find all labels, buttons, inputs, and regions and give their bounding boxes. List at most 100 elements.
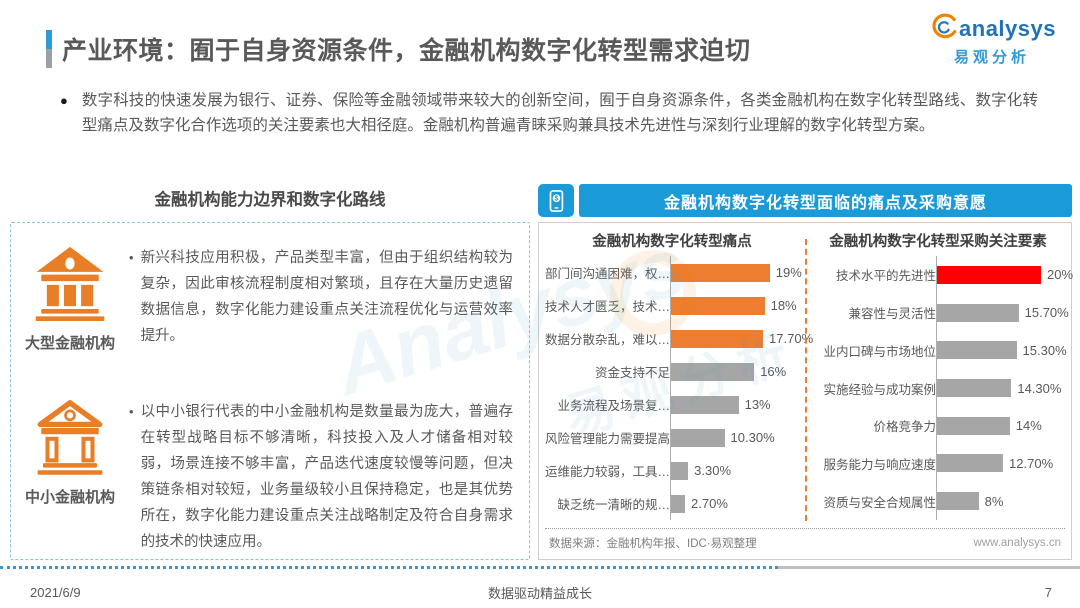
bar: [671, 362, 755, 381]
chart-row: 运维能力较弱，工具… 3.30%: [543, 454, 803, 487]
bank-large-icon: [32, 245, 108, 326]
chart-row: 部门间沟通困难，权… 19%: [543, 256, 803, 289]
mobile-payment-icon: $: [538, 184, 574, 217]
bar: [671, 395, 739, 414]
slide-progress-bar: [0, 566, 1080, 569]
chart-row: 业务流程及场景复… 13%: [543, 388, 803, 421]
intro-text: 数字科技的快速发展为银行、证券、保险等金融领域带来较大的创新空间，囿于自身资源条…: [81, 92, 1038, 134]
value-label: 15.70%: [1024, 305, 1069, 321]
chart-row: 兼容性与灵活性 15.70%: [809, 294, 1069, 332]
list-bullet-icon: •: [129, 404, 134, 419]
value-label: 3.30%: [694, 463, 732, 478]
category-label: 价格竞争力: [873, 420, 936, 435]
chart-row: 资质与安全合规属性 8%: [809, 482, 1069, 520]
chart-row: 数据分散杂乱，难以… 17.70%: [543, 322, 813, 355]
bar: [937, 379, 1012, 398]
value-label: 15.30%: [1022, 342, 1067, 358]
chart-title-left: 金融机构数字化转型痛点: [592, 234, 752, 250]
value-label: 18%: [770, 298, 797, 313]
chart-title-right: 金融机构数字化转型采购关注要素: [829, 234, 1047, 250]
bullet-icon: ●: [60, 93, 68, 108]
chart-row: 业内口碑与市场地位 15.30%: [809, 331, 1069, 369]
chart-rows-right: 技术水平的先进性 20% 兼容性与灵活性 15.70% 业内口碑与市场地位 15.30% 实…: [805, 252, 1073, 522]
bar: [937, 265, 1041, 284]
footer-date: 2021/6/9: [30, 584, 81, 600]
title-accent-bar: [46, 30, 52, 68]
purchase-factors-chart: 金融机构数字化转型采购关注要素 技术水平的先进性 20% 兼容性与灵活性 15.70%…: [805, 223, 1073, 527]
logo-cn-text: 易观分析: [953, 49, 1030, 66]
analysys-logo: analysys 易观分析: [922, 12, 1062, 67]
chart-row: 价格竞争力 14%: [809, 407, 1069, 445]
chart-row: 风险管理能力需要提高 10.30%: [543, 421, 803, 454]
bar: [671, 494, 686, 513]
chart-row: 技术人才匮乏，技术… 18%: [543, 289, 803, 322]
right-panel-title: 金融机构数字化转型面临的痛点及采购意愿: [579, 184, 1072, 217]
capability-text: 新兴科技应用积极，产品类型丰富，但由于组织结构较为复杂，因此审核流程制度相对繁琐…: [140, 250, 513, 344]
value-label: 12.70%: [1009, 455, 1054, 471]
footer-page-number: 7: [1044, 584, 1052, 600]
data-source-note: 数据来源：金融机构年报、IDC·易观整理: [549, 537, 757, 550]
charts-panel: 金融机构数字化转型痛点 部门间沟通困难，权… 19% 技术人才匮乏，技术… 18% 数据…: [538, 222, 1073, 560]
category-label: 数据分散杂乱，难以…: [544, 333, 670, 347]
page-title: 产业环境：囿于自身资源条件，金融机构数字化转型需求迫切: [62, 37, 751, 65]
category-label: 技术水平的先进性: [835, 269, 936, 284]
page-footer: 2021/6/9 数据驱动精益成长 7: [0, 580, 1080, 604]
capability-block: 大型金融机构 • 新兴科技应用积极，产品类型丰富，但由于组织结构较为复杂，因此审核流…: [11, 245, 529, 353]
footer-slogan: 数据驱动精益成长: [487, 585, 592, 601]
bar: [937, 454, 1004, 473]
bar: [671, 296, 765, 315]
value-label: 14%: [1015, 418, 1042, 434]
value-label: 8%: [984, 493, 1004, 509]
progress-remaining: [777, 566, 1080, 569]
bank-type-label: 大型金融机构: [24, 335, 115, 352]
capability-text: 以中小银行代表的中小金融机构是数量最为庞大，普遍存在转型战略目标不够清晰，科技投…: [140, 404, 513, 550]
category-label: 技术人才匮乏，技术…: [544, 300, 670, 314]
category-label: 部门间沟通困难，权…: [544, 267, 670, 281]
list-bullet-icon: •: [129, 250, 134, 265]
category-label: 实施经验与成功案例: [823, 382, 936, 397]
bar: [937, 492, 979, 511]
right-panel-header: $ 金融机构数字化转型面临的痛点及采购意愿: [538, 184, 1072, 217]
value-label: 20%: [1047, 267, 1074, 283]
category-label: 资质与安全合规属性: [823, 495, 936, 510]
capability-block: 中小金融机构 • 以中小银行代表的中小金融机构是数量最为庞大，普遍存在转型战略目标不…: [11, 399, 529, 555]
bar: [671, 329, 764, 348]
chart-rows-left: 部门间沟通困难，权… 19% 技术人才匮乏，技术… 18% 数据分散杂乱，难以… 17.7…: [539, 252, 813, 522]
chart-row: 实施经验与成功案例 14.30%: [809, 369, 1069, 407]
pain-points-chart: 金融机构数字化转型痛点 部门间沟通困难，权… 19% 技术人才匮乏，技术… 18% 数据…: [539, 223, 813, 527]
value-label: 19%: [775, 265, 802, 280]
value-label: 10.30%: [730, 430, 775, 445]
chart-row: 技术水平的先进性 20%: [809, 256, 1073, 294]
bar: [937, 303, 1019, 322]
category-label: 服务能力与响应速度: [823, 457, 936, 472]
category-label: 兼容性与灵活性: [848, 307, 936, 322]
bank-type-label: 中小金融机构: [24, 489, 115, 506]
capability-panel: 大型金融机构 • 新兴科技应用积极，产品类型丰富，但由于组织结构较为复杂，因此审核流…: [10, 222, 530, 560]
category-label: 业务流程及场景复…: [557, 399, 670, 413]
bar: [937, 341, 1017, 360]
category-label: 风险管理能力需要提高: [544, 432, 670, 446]
bar: [671, 263, 770, 282]
bar: [671, 428, 725, 447]
chart-row: 服务能力与响应速度 12.70%: [809, 445, 1069, 483]
progress-done: [0, 566, 778, 569]
value-label: 17.70%: [769, 331, 814, 346]
website-text: www.analysys.cn: [973, 536, 1061, 549]
value-label: 16%: [760, 364, 787, 379]
category-label: 业内口碑与市场地位: [823, 344, 936, 359]
intro-paragraph: ● 数字科技的快速发展为银行、证券、保险等金融领域带来较大的创新空间，囿于自身资…: [60, 88, 1038, 138]
charts-divider: [805, 239, 807, 521]
category-label: 缺乏统一清晰的规…: [557, 498, 670, 512]
value-label: 2.70%: [691, 496, 728, 511]
bank-small-icon: [34, 399, 106, 480]
category-label: 资金支持不足: [594, 366, 670, 380]
panel-footer: 数据来源：金融机构年报、IDC·易观整理 www.analysys.cn: [545, 528, 1065, 556]
bar: [937, 416, 1010, 435]
logo-brand-text: analysys: [959, 15, 1056, 41]
bar: [671, 461, 689, 480]
category-label: 运维能力较弱，工具…: [544, 465, 670, 479]
value-label: 14.30%: [1017, 380, 1062, 396]
chart-row: 缺乏统一清晰的规… 2.70%: [543, 487, 803, 520]
chart-row: 资金支持不足 16%: [543, 355, 803, 388]
logo-swirl-icon: [928, 12, 958, 45]
